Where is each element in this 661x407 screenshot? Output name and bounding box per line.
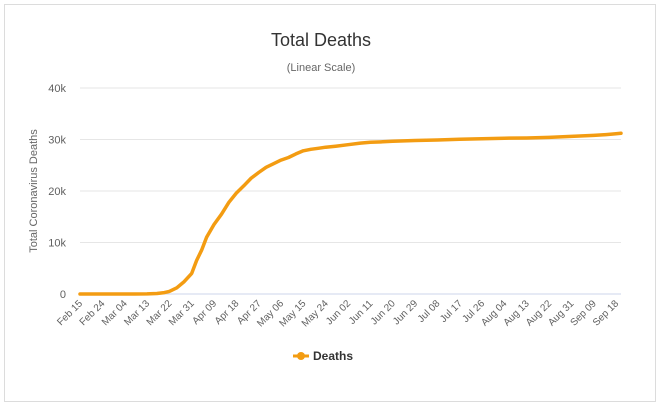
x-tick-label: Jun 02 bbox=[324, 298, 353, 327]
y-tick-label: 40k bbox=[48, 83, 66, 95]
legend-dot-marker bbox=[297, 352, 305, 360]
grid-lines bbox=[80, 87, 621, 295]
chart-title: Total Deaths bbox=[271, 30, 371, 50]
y-axis-label: Total Coronavirus Deaths bbox=[28, 129, 40, 253]
x-tick-label: Jun 29 bbox=[391, 298, 420, 327]
x-tick-label: Jul 08 bbox=[416, 298, 443, 325]
y-tick-label: 10k bbox=[48, 238, 66, 250]
chart-frame bbox=[4, 4, 656, 402]
y-tick-label: 20k bbox=[48, 186, 66, 198]
y-tick-label: 30k bbox=[48, 135, 66, 147]
x-tick-label: Mar 31 bbox=[167, 298, 197, 328]
chart-subtitle: (Linear Scale) bbox=[287, 62, 355, 74]
x-tick-label: Jul 17 bbox=[438, 298, 465, 325]
y-axis-ticks: 0 10k 20k 30k 40k bbox=[48, 83, 66, 301]
x-tick-label: Sep 18 bbox=[591, 298, 621, 328]
y-tick-label: 0 bbox=[60, 289, 66, 301]
legend[interactable]: Deaths bbox=[293, 349, 353, 363]
legend-label-deaths: Deaths bbox=[313, 349, 353, 363]
deaths-series-line bbox=[78, 131, 623, 296]
